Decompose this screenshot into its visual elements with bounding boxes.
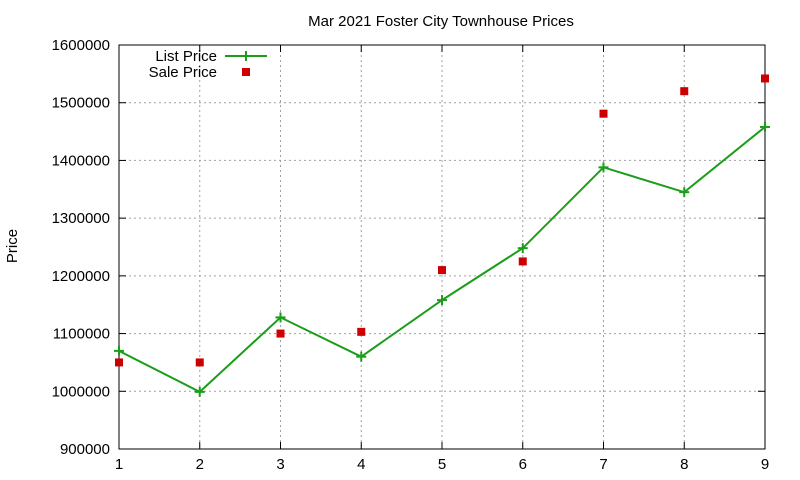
- list-price-point: [114, 345, 124, 356]
- x-tick-label: 6: [519, 456, 527, 473]
- series-layer: [114, 74, 770, 397]
- sale-price-point: [195, 358, 204, 367]
- legend-marker-square: [242, 68, 250, 76]
- legend-label: Sale Price: [149, 64, 217, 81]
- x-tick-label: 3: [276, 456, 284, 473]
- series-1: [115, 74, 769, 367]
- sale-price-point: [115, 358, 123, 367]
- list-price-point: [760, 121, 770, 132]
- y-tick-label: 1200000: [52, 268, 110, 285]
- series-0: [114, 121, 770, 397]
- x-tick-label: 4: [357, 456, 365, 473]
- legend-marker-plus: [241, 51, 251, 61]
- sale-price-point: [518, 257, 527, 266]
- list-price-point: [437, 295, 447, 306]
- sale-price-point: [680, 87, 689, 96]
- list-price-point: [517, 243, 528, 254]
- list-price-point: [356, 351, 367, 362]
- x-tick-label: 9: [761, 456, 769, 473]
- y-tick-label: 1400000: [52, 152, 110, 169]
- list-price-point: [679, 187, 690, 198]
- list-price-point: [598, 162, 609, 173]
- y-tick-label: 1100000: [53, 326, 110, 343]
- x-axis: 1 2 3 4 5 6 7 8 9: [115, 45, 769, 473]
- chart-title: Mar 2021 Foster City Townhouse Prices: [308, 13, 574, 30]
- y-axis-label: Price: [4, 229, 21, 263]
- grid: [119, 45, 765, 449]
- y-tick-label: 1500000: [52, 95, 110, 112]
- y-tick-label: 900000: [60, 441, 110, 458]
- x-tick-label: 7: [599, 456, 607, 473]
- list-price-point: [275, 312, 286, 323]
- y-tick-label: 1300000: [52, 210, 110, 227]
- y-tick-label: 1000000: [52, 383, 110, 400]
- sale-price-point: [761, 74, 769, 83]
- sale-price-point: [599, 109, 608, 118]
- x-tick-label: 2: [196, 456, 204, 473]
- y-tick-label: 1600000: [52, 37, 110, 54]
- list-price-point: [194, 386, 205, 397]
- x-tick-label: 8: [680, 456, 688, 473]
- x-tick-label: 5: [438, 456, 446, 473]
- y-axis: 900000 1000000 1100000 1200000 1300000 140000…: [52, 37, 765, 458]
- sale-price-point: [438, 266, 446, 275]
- sale-price-point: [357, 327, 366, 336]
- legend-label: List Price: [155, 48, 217, 65]
- sale-price-point: [276, 329, 285, 338]
- x-tick-label: 1: [115, 456, 123, 473]
